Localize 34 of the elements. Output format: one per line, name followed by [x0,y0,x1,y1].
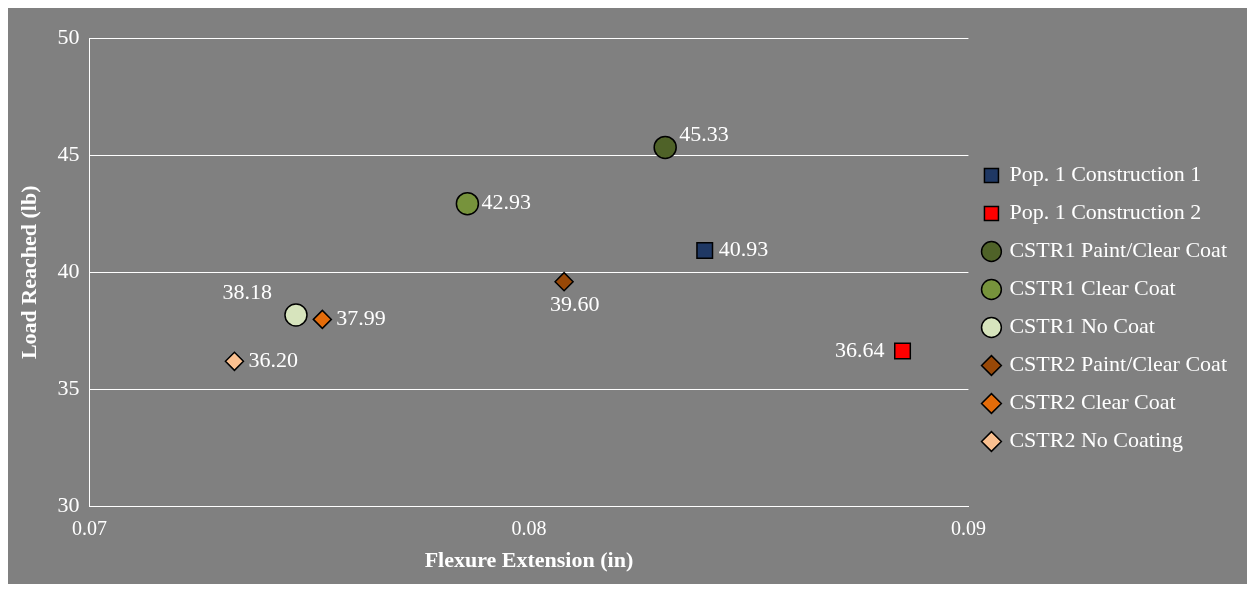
legend-label: Pop. 1 Construction 2 [1009,199,1202,225]
point [554,271,574,292]
point [312,309,333,330]
y-tick-label: 35 [57,375,80,401]
x-axis-title: Flexure Extension (in) [424,547,634,573]
data-label: 36.64 [835,336,885,362]
point [653,135,677,160]
data-label: 39.60 [550,291,600,317]
data-label: 42.93 [481,189,531,215]
legend-label: CSTR1 Clear Coat [1009,275,1176,301]
y-tick-label: 50 [57,23,80,49]
legend-label: CSTR2 No Coating [1009,427,1184,453]
legend-label: CSTR1 No Coat [1009,313,1155,339]
y-tick-label: 40 [57,258,80,284]
x-tick-label: 0.08 [511,516,547,539]
data-label: 37.99 [336,305,386,331]
x-tick-label: 0.07 [71,516,107,539]
legend-label: CSTR2 Paint/Clear Coat [1009,351,1228,377]
data-label: 38.18 [222,278,272,304]
point [224,351,245,372]
point [284,303,308,327]
x-tick-label: 0.09 [950,516,986,539]
legend-label: CSTR2 Clear Coat [1009,389,1176,415]
legend-label: CSTR1 Paint/Clear Coat [1009,237,1228,263]
data-label: 36.20 [248,347,298,373]
y-tick-label: 45 [57,140,80,166]
data-label: 45.33 [679,121,729,147]
legend-label: Pop. 1 Construction 1 [1009,161,1202,187]
point [893,342,912,360]
y-axis-title: Load Reached (lb) [15,185,41,360]
point [696,241,714,260]
point [455,191,480,216]
data-label: 40.93 [718,236,769,262]
y-tick-label: 30 [57,492,80,518]
